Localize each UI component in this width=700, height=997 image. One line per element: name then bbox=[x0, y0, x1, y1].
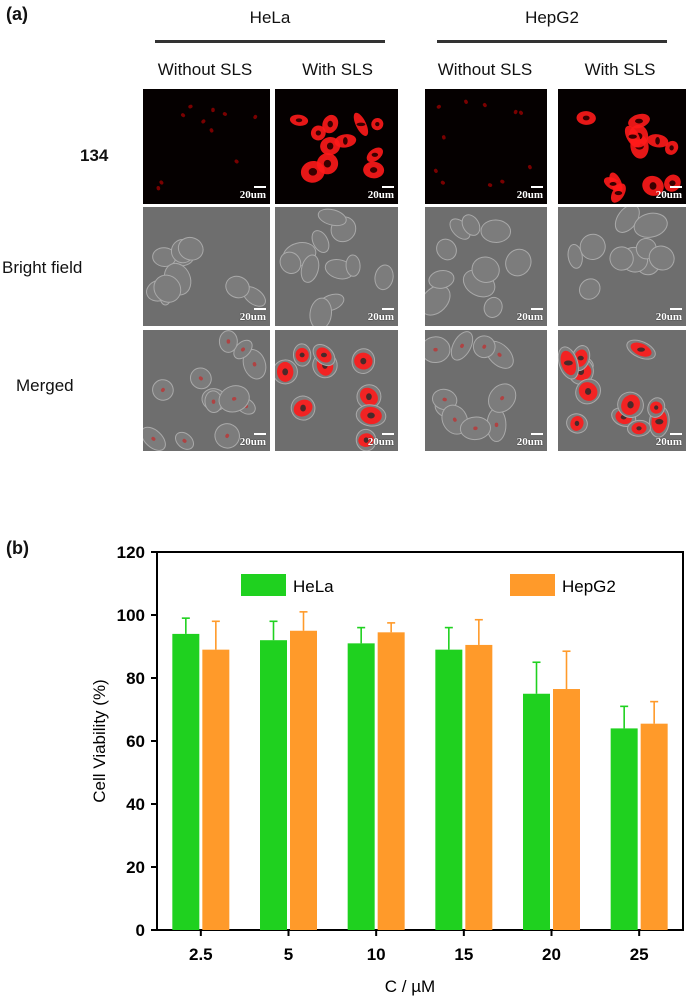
bar-hela-10 bbox=[347, 643, 375, 930]
x-axis-title: C / µM bbox=[385, 977, 435, 996]
micrograph-merged-hela-with-sls: 20um bbox=[275, 330, 398, 451]
y-tick-label: 60 bbox=[126, 732, 145, 751]
scale-bar-line bbox=[530, 433, 543, 435]
y-tick-label: 0 bbox=[136, 921, 145, 940]
scale-bar-label: 20um bbox=[655, 436, 682, 448]
scale-bar: 20um bbox=[240, 433, 266, 448]
row-label-bright-field: Bright field bbox=[2, 258, 83, 277]
scale-bar-label: 20um bbox=[367, 311, 394, 323]
scale-bar: 20um bbox=[240, 308, 266, 323]
scale-bar: 20um bbox=[517, 186, 543, 201]
panel-a-label: (a) bbox=[6, 4, 28, 24]
y-tick-label: 80 bbox=[126, 669, 145, 688]
scale-bar-label: 20um bbox=[367, 436, 394, 448]
scale-bar: 20um bbox=[656, 186, 682, 201]
bar-hepg2-25 bbox=[640, 723, 668, 930]
scale-bar-line bbox=[669, 186, 682, 188]
scale-bar: 20um bbox=[368, 433, 394, 448]
group-divider-hepg2 bbox=[437, 40, 667, 43]
legend-swatch-hela bbox=[241, 574, 286, 596]
micrograph-fluorescence-hepg2-without-sls: 20um bbox=[425, 89, 547, 204]
scale-bar: 20um bbox=[656, 433, 682, 448]
column-label-hepg2-with-sls: With SLS bbox=[584, 60, 656, 79]
micrograph-merged-hepg2-without-sls: 20um bbox=[425, 330, 547, 451]
row-label-134: 134 bbox=[80, 146, 109, 165]
scale-bar-line bbox=[669, 308, 682, 310]
scale-bar-line bbox=[530, 308, 543, 310]
micrograph-bright-field-hela-without-sls: 20um bbox=[143, 207, 270, 326]
scale-bar-line bbox=[669, 433, 682, 435]
bar-hela-15 bbox=[435, 649, 463, 930]
x-tick-label: 5 bbox=[284, 945, 293, 964]
bar-hela-20 bbox=[523, 693, 550, 930]
y-axis-title: Cell Viability (%) bbox=[90, 679, 109, 802]
micrograph-bright-field-hepg2-without-sls: 20um bbox=[425, 207, 547, 326]
cell-viability-bar-chart: 0 20 40 60 80 100 120 2.5 5 10 15 20 25 C / µM Cell Vi… bbox=[90, 543, 684, 996]
scale-bar: 20um bbox=[368, 186, 394, 201]
micrograph-fluorescence-hela-with-sls: 20um bbox=[275, 89, 398, 204]
bar-hepg2-2_5 bbox=[202, 649, 230, 930]
scale-bar-label: 20um bbox=[239, 311, 266, 323]
plot-frame bbox=[156, 551, 684, 931]
scale-bar-label: 20um bbox=[516, 436, 543, 448]
legend-swatch-hepg2 bbox=[510, 574, 555, 596]
panel-b-label: (b) bbox=[6, 538, 29, 558]
y-tick-label: 120 bbox=[117, 543, 145, 562]
x-tick-label: 20 bbox=[542, 945, 561, 964]
scale-bar: 20um bbox=[368, 308, 394, 323]
x-tick-label: 25 bbox=[630, 945, 649, 964]
y-tick-label: 20 bbox=[126, 858, 145, 877]
scale-bar: 20um bbox=[656, 308, 682, 323]
scale-bar-label: 20um bbox=[655, 189, 682, 201]
scale-bar-line bbox=[253, 186, 266, 188]
scale-bar-line bbox=[381, 186, 394, 188]
bar-hepg2-15 bbox=[465, 644, 493, 930]
bar-hela-2_5 bbox=[172, 633, 200, 930]
scale-bar-line bbox=[381, 308, 394, 310]
micrograph-bright-field-hepg2-with-sls: 20um bbox=[558, 207, 686, 326]
x-tick-label: 10 bbox=[367, 945, 386, 964]
micrograph-bright-field-hela-with-sls: 20um bbox=[275, 207, 398, 326]
scale-bar-label: 20um bbox=[655, 311, 682, 323]
scale-bar: 20um bbox=[240, 186, 266, 201]
scale-bar-line bbox=[253, 308, 266, 310]
scale-bar-line bbox=[381, 433, 394, 435]
x-tick-label: 15 bbox=[454, 945, 473, 964]
x-tick-label: 2.5 bbox=[189, 945, 213, 964]
scale-bar-label: 20um bbox=[239, 436, 266, 448]
group-title-hela: HeLa bbox=[249, 8, 291, 27]
y-tick-label: 100 bbox=[117, 606, 145, 625]
legend-label-hepg2: HepG2 bbox=[562, 577, 616, 596]
scale-bar-line bbox=[253, 433, 266, 435]
group-divider-hela bbox=[155, 40, 385, 43]
scale-bar-label: 20um bbox=[516, 311, 543, 323]
micrograph-fluorescence-hepg2-with-sls: 20um bbox=[558, 89, 686, 204]
scale-bar-label: 20um bbox=[516, 189, 543, 201]
legend-label-hela: HeLa bbox=[293, 577, 334, 596]
bar-hela-25 bbox=[610, 728, 638, 930]
column-label-hepg2-without-sls: Without SLS bbox=[437, 60, 533, 79]
scale-bar: 20um bbox=[517, 308, 543, 323]
bar-hela-5 bbox=[260, 640, 287, 930]
scale-bar-label: 20um bbox=[367, 189, 394, 201]
scale-bar: 20um bbox=[517, 433, 543, 448]
micrograph-merged-hepg2-with-sls: 20um bbox=[558, 330, 686, 451]
bar-hepg2-10 bbox=[377, 632, 405, 930]
micrograph-fluorescence-hela-without-sls: 20um bbox=[143, 89, 270, 204]
scale-bar-line bbox=[530, 186, 543, 188]
row-label-merged: Merged bbox=[16, 376, 74, 395]
micrograph-merged-hela-without-sls: 20um bbox=[143, 330, 270, 451]
column-label-hela-with-sls: With SLS bbox=[302, 60, 373, 79]
group-title-hepg2: HepG2 bbox=[525, 8, 579, 27]
column-label-hela-without-sls: Without SLS bbox=[157, 60, 253, 79]
scale-bar-label: 20um bbox=[239, 189, 266, 201]
bar-hepg2-5 bbox=[290, 630, 317, 930]
y-tick-label: 40 bbox=[126, 795, 145, 814]
bar-hepg2-20 bbox=[553, 689, 580, 930]
